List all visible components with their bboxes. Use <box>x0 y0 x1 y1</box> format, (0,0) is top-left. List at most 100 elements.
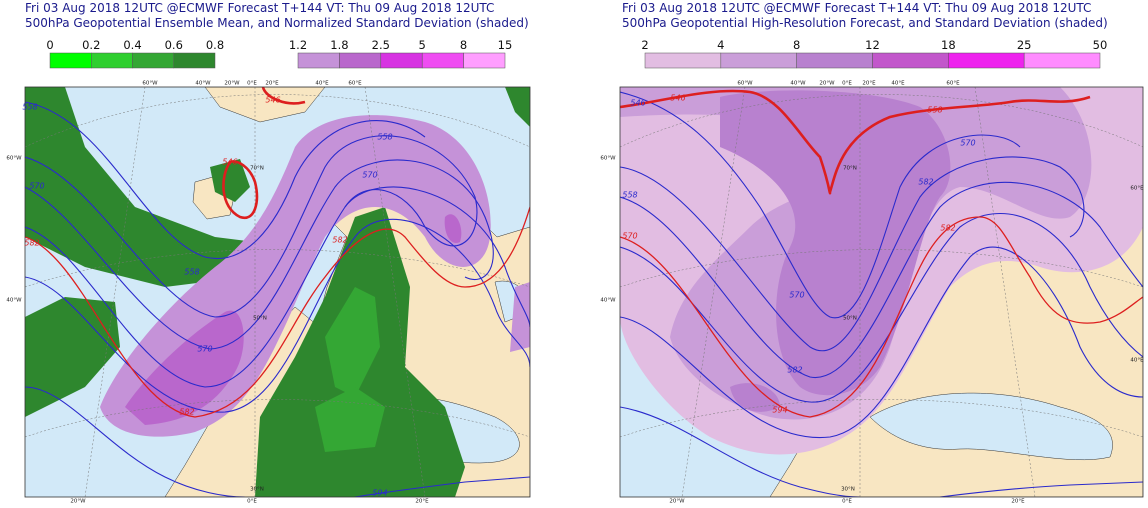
graticule <box>620 87 1143 497</box>
contour-label: 570 <box>197 345 212 354</box>
contour-label: 594 <box>372 489 387 498</box>
contour-label: 582 <box>24 239 39 248</box>
colorbar-swatch <box>339 52 382 69</box>
contour-label: 582 <box>918 178 933 187</box>
contour <box>261 87 306 105</box>
colorbar-label: 2.5 <box>372 38 390 52</box>
contour <box>939 481 1143 497</box>
colorbar-swatch <box>91 52 133 69</box>
colorbar-swatch <box>173 52 216 69</box>
colorbar-label: 18 <box>941 38 956 52</box>
graticule-label: 20°E <box>1011 499 1025 505</box>
title-line: Fri 03 Aug 2018 12UTC @ECMWF Forecast T+… <box>622 1 1091 15</box>
graticule-label: 70°N <box>250 166 264 172</box>
shading <box>444 214 462 243</box>
colorbar-swatch <box>796 52 873 69</box>
graticule-label: 40°W <box>195 81 211 87</box>
contour-label: 558 <box>377 133 392 142</box>
contour-label: 546 <box>222 158 237 167</box>
contour <box>25 219 530 413</box>
contour <box>620 406 861 497</box>
graticule-label: 50°N <box>253 316 267 322</box>
contour <box>25 101 426 259</box>
graticule-label: 0°E <box>842 499 852 505</box>
contour-label: 582 <box>179 408 194 417</box>
colorbar-swatch <box>380 52 423 69</box>
graticule-label: 40°E <box>891 81 905 87</box>
title-line: 500hPa Geopotential High-Resolution Fore… <box>622 16 1108 30</box>
contour-label: 570 <box>29 182 44 191</box>
graticule-label: 50°N <box>843 316 857 322</box>
colorbar-label: 15 <box>498 38 513 52</box>
contour-label: 570 <box>362 171 377 180</box>
colorbar-swatch <box>49 52 92 69</box>
contour-label: 558 <box>927 106 942 115</box>
colorbar-swatch <box>872 52 949 69</box>
graticule-label: 40°W <box>6 298 22 304</box>
contour <box>25 159 494 350</box>
colorbar-label: 2 <box>641 38 648 52</box>
contour-label: 558 <box>22 103 37 112</box>
contour <box>620 156 1085 352</box>
graticule-label: 20°W <box>819 81 835 87</box>
graticule-label: 40°W <box>790 81 806 87</box>
contour-label: 594 <box>772 406 787 415</box>
contour-label: 546 <box>265 96 280 105</box>
colorbar-swatch <box>720 52 797 69</box>
colorbar-swatch <box>132 52 174 69</box>
title-line: 500hPa Geopotential Ensemble Mean, and N… <box>25 16 529 30</box>
colorbar-swatch <box>948 52 1025 69</box>
shading <box>510 282 530 352</box>
colorbar-label: 0.2 <box>82 38 100 52</box>
graticule-label: 30°N <box>841 487 855 493</box>
contour <box>25 206 530 418</box>
graticule-label: 70°N <box>843 166 857 172</box>
graticule-label: 0°E <box>247 81 257 87</box>
contour-label: 546 <box>630 99 645 108</box>
map-left <box>25 87 530 497</box>
graticule-label: 0°E <box>842 81 852 87</box>
sea <box>869 392 1113 461</box>
contour <box>620 246 1143 439</box>
colorbar-label: 50 <box>1093 38 1108 52</box>
colorbar-swatch <box>644 52 722 69</box>
graticule-label: 20°W <box>224 81 240 87</box>
graticule-label: 20°E <box>862 81 876 87</box>
shading <box>730 383 780 412</box>
colorbar-label: 25 <box>1017 38 1032 52</box>
shading <box>210 159 250 202</box>
contour-label: 582 <box>787 366 802 375</box>
graticule-label: 60°E <box>946 81 960 87</box>
shading <box>25 297 120 417</box>
graticule-label: 60°W <box>142 81 158 87</box>
contour <box>354 476 530 497</box>
frame <box>619 86 1144 498</box>
colorbar-swatch <box>297 52 340 69</box>
colorbar-label: 1.2 <box>289 38 307 52</box>
colorbar-label: 1.8 <box>330 38 348 52</box>
colorbar-swatch <box>463 52 506 69</box>
colorbar-label: 0.8 <box>206 38 224 52</box>
graticule-label: 20°W <box>70 499 86 505</box>
graticule-label: 20°E <box>265 81 279 87</box>
colorbar-label: 8 <box>460 38 467 52</box>
graticule-label: 40°E <box>315 81 329 87</box>
graticule-label: 30°N <box>250 487 264 493</box>
contour <box>620 89 1091 195</box>
colorbar-label: 0 <box>46 38 53 52</box>
contour <box>620 181 1143 378</box>
graticule-label: 60°W <box>6 156 22 162</box>
contour <box>222 160 259 220</box>
contour-label: 582 <box>940 224 955 233</box>
contour <box>25 386 246 497</box>
colorbar-label: 0.4 <box>123 38 141 52</box>
graticule-label: 60°E <box>1130 186 1144 192</box>
contour-label: 558 <box>184 268 199 277</box>
colorbar-label: 5 <box>419 38 426 52</box>
shading <box>315 387 385 452</box>
graticule-label: 60°W <box>600 156 616 162</box>
colorbar-swatch <box>1023 52 1101 69</box>
map-right <box>620 87 1143 497</box>
shading <box>125 310 244 425</box>
